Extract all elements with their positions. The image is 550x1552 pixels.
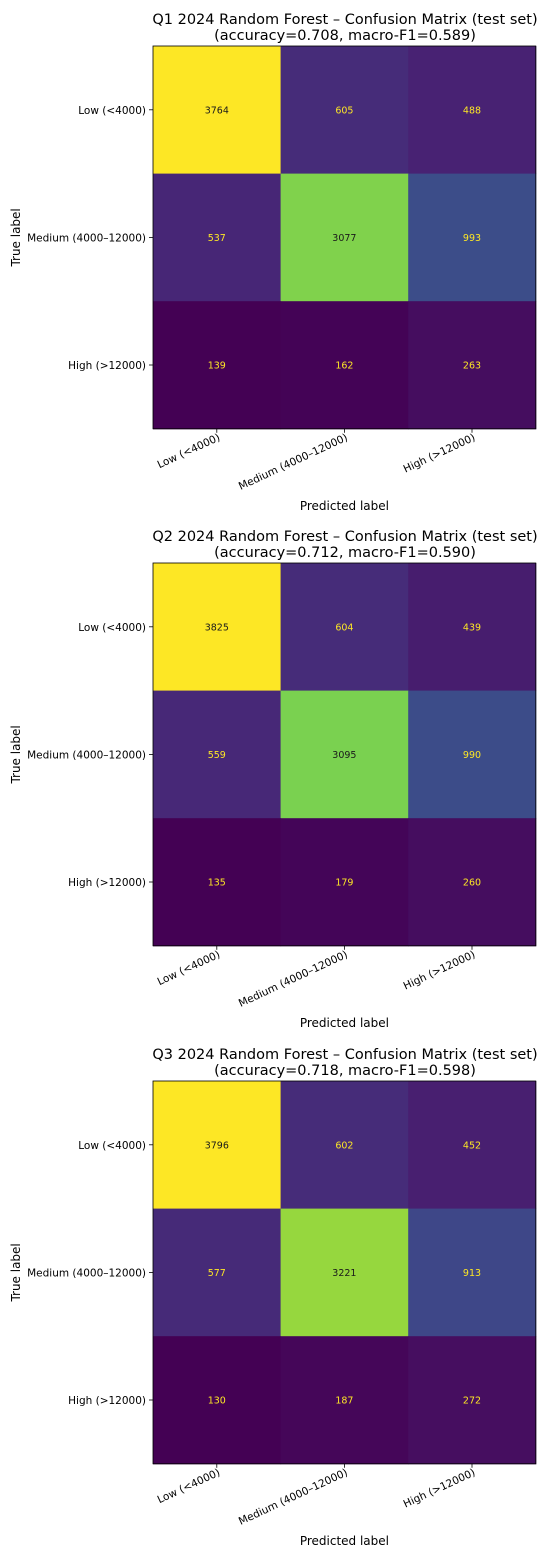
cell-value-label: 990 (463, 750, 481, 761)
chart-title: Q3 2024 Random Forest – Confusion Matrix… (152, 1047, 537, 1063)
matrix-cell (280, 1208, 409, 1337)
cell-value-label: 263 (463, 361, 481, 372)
x-tick-label: Low (<4000) (156, 1467, 222, 1507)
cell-value-label: 439 (463, 622, 481, 633)
matrix-cell (408, 173, 537, 302)
cell-value-label: 130 (208, 1396, 226, 1407)
cell-value-label: 179 (335, 878, 353, 889)
cell-value-label: 605 (335, 105, 353, 116)
matrix-cell (280, 563, 409, 692)
y-tick-label: High (>12000) (68, 360, 146, 372)
cell-value-label: 488 (463, 105, 481, 116)
matrix-cell (153, 301, 282, 430)
x-tick-label: Low (<4000) (156, 949, 222, 989)
cell-value-label: 537 (208, 233, 226, 244)
y-tick-label: Medium (4000–12000) (27, 1267, 146, 1279)
x-tick-label: Medium (4000–12000) (237, 949, 350, 1010)
matrix-cell (153, 1336, 282, 1465)
cell-value-label: 162 (335, 361, 353, 372)
matrix-cell (408, 1336, 537, 1465)
cell-value-label: 3221 (332, 1268, 356, 1279)
matrix-cell (408, 818, 537, 947)
cell-value-label: 604 (335, 622, 353, 633)
matrix-cell (280, 690, 409, 819)
matrix-cell (153, 563, 282, 692)
y-axis-label: True label (9, 208, 23, 267)
cell-value-label: 272 (463, 1396, 481, 1407)
x-tick-label: Medium (4000–12000) (237, 432, 350, 493)
y-axis-label: True label (9, 725, 23, 784)
y-tick-label: High (>12000) (68, 1395, 146, 1407)
y-tick-label: Low (<4000) (78, 622, 146, 634)
cell-value-label: 913 (463, 1268, 481, 1279)
y-tick-label: Low (<4000) (78, 1140, 146, 1152)
cell-value-label: 3095 (332, 750, 356, 761)
cell-value-label: 3077 (332, 233, 356, 244)
x-tick-label: Low (<4000) (156, 432, 222, 472)
y-axis-label: True label (9, 1243, 23, 1302)
matrix-cell (153, 690, 282, 819)
cell-value-label: 139 (208, 361, 226, 372)
x-axis-label: Predicted label (300, 1534, 389, 1548)
x-tick-label: High (>12000) (402, 1467, 478, 1511)
matrix-cell (280, 1081, 409, 1210)
y-tick-label: Medium (4000–12000) (27, 749, 146, 761)
matrix-cell (153, 46, 282, 175)
cell-value-label: 577 (208, 1268, 226, 1279)
matrix-cell (280, 818, 409, 947)
matrix-cell (153, 1208, 282, 1337)
x-axis-label: Predicted label (300, 499, 389, 513)
x-axis-label: Predicted label (300, 1016, 389, 1030)
matrix-cell (280, 46, 409, 175)
matrix-cell (408, 690, 537, 819)
y-tick-label: Low (<4000) (78, 105, 146, 117)
matrix-cell (408, 563, 537, 692)
matrix-cell (280, 1336, 409, 1465)
cell-value-label: 559 (208, 750, 226, 761)
matrix-cell (280, 301, 409, 430)
x-tick-label: High (>12000) (402, 432, 478, 476)
cell-value-label: 3796 (205, 1140, 229, 1151)
cell-value-label: 260 (463, 878, 481, 889)
cell-value-label: 3825 (205, 622, 229, 633)
x-tick-label: Medium (4000–12000) (237, 1467, 350, 1528)
cell-value-label: 993 (463, 233, 481, 244)
matrix-cell (408, 1208, 537, 1337)
chart-subtitle: (accuracy=0.718, macro-F1=0.598) (214, 1063, 476, 1079)
matrix-cell (153, 818, 282, 947)
chart-title: Q2 2024 Random Forest – Confusion Matrix… (152, 529, 537, 545)
matrix-cell (153, 1081, 282, 1210)
chart-subtitle: (accuracy=0.712, macro-F1=0.590) (214, 545, 476, 561)
cell-value-label: 602 (335, 1140, 353, 1151)
cell-value-label: 3764 (205, 105, 229, 116)
y-tick-label: High (>12000) (68, 877, 146, 889)
x-tick-label: High (>12000) (402, 949, 478, 993)
matrix-cell (408, 301, 537, 430)
cell-value-label: 452 (463, 1140, 481, 1151)
matrix-cell (408, 46, 537, 175)
y-tick-label: Medium (4000–12000) (27, 232, 146, 244)
matrix-cell (408, 1081, 537, 1210)
chart-title: Q1 2024 Random Forest – Confusion Matrix… (152, 12, 537, 28)
cell-value-label: 187 (335, 1396, 353, 1407)
chart-subtitle: (accuracy=0.708, macro-F1=0.589) (214, 28, 476, 44)
matrix-cell (280, 173, 409, 302)
cell-value-label: 135 (208, 878, 226, 889)
matrix-cell (153, 173, 282, 302)
